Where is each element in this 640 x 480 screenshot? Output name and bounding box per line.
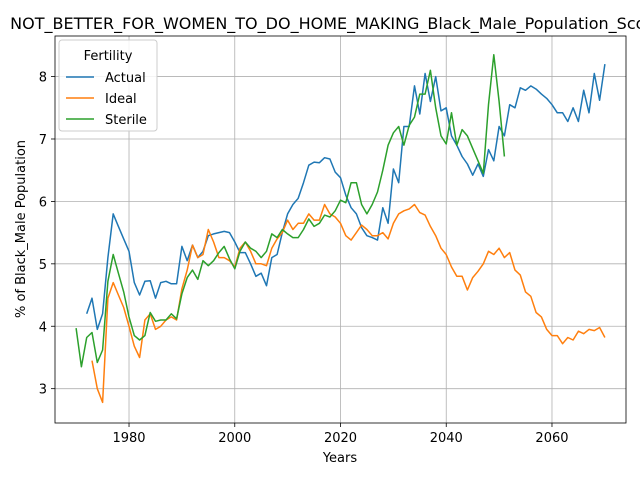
legend-entries: Actual Ideal Sterile xyxy=(66,71,147,128)
y-tick-label: 7 xyxy=(39,133,47,148)
series-line-ideal xyxy=(91,203,606,404)
y-tick-label: 3 xyxy=(39,383,47,398)
legend-label-sterile: Sterile xyxy=(105,113,147,128)
chart-title: NOT_BETTER_FOR_WOMEN_TO_DO_HOME_MAKING_B… xyxy=(10,14,640,34)
x-tick-label: 1980 xyxy=(112,431,145,446)
series-line-actual xyxy=(85,63,606,331)
y-tick-label: 4 xyxy=(39,320,47,335)
legend: Fertility Actual Ideal Sterile xyxy=(58,39,158,132)
y-tick-label: 5 xyxy=(39,258,47,273)
legend-label-ideal: Ideal xyxy=(105,92,137,107)
x-tick-label: 2040 xyxy=(430,431,463,446)
series-lines xyxy=(75,53,606,404)
y-axis-label: % of Black_Male Population xyxy=(14,140,29,318)
x-tick-label: 2020 xyxy=(324,431,357,446)
x-tick-label: 2060 xyxy=(535,431,568,446)
legend-box xyxy=(58,39,158,132)
legend-title: Fertility xyxy=(84,49,133,64)
y-tick-label: 8 xyxy=(39,71,47,86)
x-tick-label: 2000 xyxy=(218,431,251,446)
axis-ticks: 1980 2000 2020 2040 2060 3 4 5 6 7 8 xyxy=(39,71,569,446)
series-line-sterile xyxy=(75,53,506,368)
legend-label-actual: Actual xyxy=(105,71,146,86)
y-tick-label: 6 xyxy=(39,195,47,210)
x-axis-label: Years xyxy=(322,451,358,466)
